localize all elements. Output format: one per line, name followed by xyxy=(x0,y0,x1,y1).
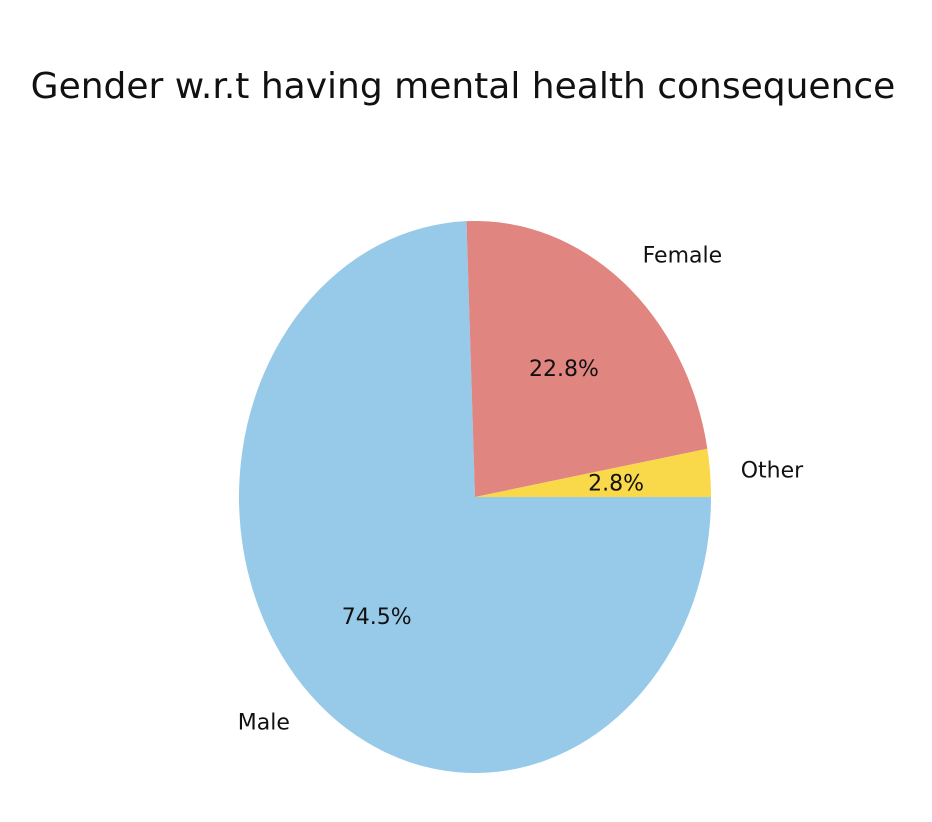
pie-labels: Male 74.5% Female 22.8% Other 2.8% xyxy=(238,243,804,735)
chart-title: Gender w.r.t having mental health conseq… xyxy=(31,66,896,107)
slice-percent-female: 22.8% xyxy=(529,357,599,382)
pie-slice-other xyxy=(475,448,711,497)
slice-label-female: Female xyxy=(643,243,723,268)
pie-slice-male xyxy=(238,221,711,774)
slice-percent-other: 2.8% xyxy=(588,472,644,497)
pie-slice-female xyxy=(466,221,708,497)
slice-label-male: Male xyxy=(238,711,290,736)
pie-slices xyxy=(238,221,711,774)
slice-percent-male: 74.5% xyxy=(342,605,412,630)
slice-label-other: Other xyxy=(741,459,804,484)
